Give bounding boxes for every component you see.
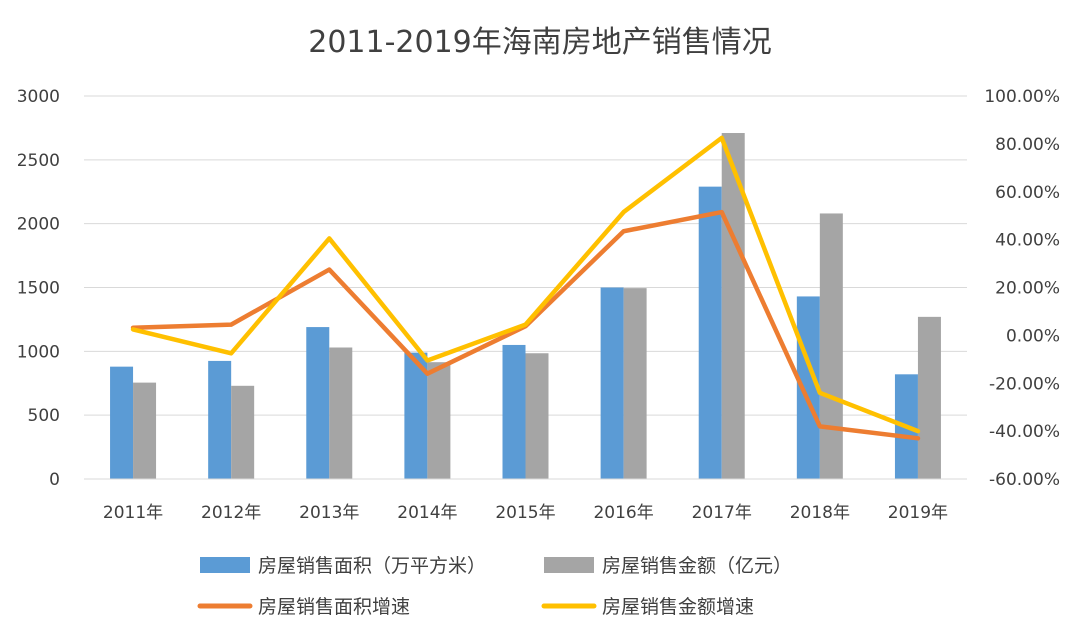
legend-swatch xyxy=(200,557,250,573)
series-lines xyxy=(130,135,921,441)
bar-amount xyxy=(231,385,255,479)
bars xyxy=(110,133,941,480)
axes: 0 500 1000 1500 2000 2500 3000 -60.00% -40.00% -2… xyxy=(17,87,1060,523)
y-right-tick-label: 80.00% xyxy=(995,135,1060,155)
bar-amount xyxy=(525,353,549,479)
chart-title: 2011-2019年海南房地产销售情况 xyxy=(308,25,772,60)
x-tick-label: 2011年 xyxy=(103,503,163,523)
y-left-tick-label: 2000 xyxy=(17,215,60,235)
bar-area xyxy=(306,327,330,479)
legend-label: 房屋销售面积（万平方米） xyxy=(258,555,486,577)
y-left-tick-label: 500 xyxy=(28,406,60,426)
x-tick-label: 2015年 xyxy=(495,503,555,523)
bar-area xyxy=(600,287,624,479)
x-tick-label: 2016年 xyxy=(593,503,653,523)
bar-amount xyxy=(427,362,451,479)
y-right-tick-label: 20.00% xyxy=(995,279,1060,299)
y-right-tick-label: -40.00% xyxy=(989,422,1060,442)
y-left-tick-label: 1000 xyxy=(17,342,60,362)
bar-amount xyxy=(819,213,843,479)
legend-label: 房屋销售金额（亿元） xyxy=(602,555,792,577)
y-right-tick-label: 40.00% xyxy=(995,231,1060,251)
x-tick-label: 2019年 xyxy=(888,503,948,523)
legend-swatch xyxy=(544,557,594,573)
x-tick-label: 2014年 xyxy=(397,503,457,523)
y-left-tick-label: 3000 xyxy=(17,87,60,107)
x-tick-label: 2012年 xyxy=(201,503,261,523)
legend-label: 房屋销售面积增速 xyxy=(258,596,410,618)
y-left-tick-label: 0 xyxy=(49,470,60,490)
bar-amount xyxy=(329,347,353,479)
y-right-tick-label: -60.00% xyxy=(989,470,1060,490)
y-right-tick-label: 0.00% xyxy=(1006,326,1060,346)
bar-area xyxy=(698,186,722,480)
y-right-tick-label: -20.00% xyxy=(989,374,1060,394)
line-amount-growth xyxy=(130,135,921,434)
bar-area xyxy=(110,366,134,479)
bar-amount xyxy=(623,288,647,479)
y-left-tick-label: 2500 xyxy=(17,151,60,171)
bar-area xyxy=(404,352,428,479)
x-tick-label: 2018年 xyxy=(790,503,850,523)
x-tick-label: 2017年 xyxy=(692,503,752,523)
bar-amount xyxy=(133,382,157,479)
bar-amount xyxy=(917,316,941,479)
y-left-tick-label: 1500 xyxy=(17,279,60,299)
y-right-tick-label: 60.00% xyxy=(995,183,1060,203)
x-tick-label: 2013年 xyxy=(299,503,359,523)
y-right-tick-label: 100.00% xyxy=(984,87,1060,107)
legend: 房屋销售面积（万平方米） 房屋销售金额（亿元） 房屋销售面积增速 房屋销售金额增速 xyxy=(197,555,792,618)
bar-area xyxy=(208,360,232,479)
bar-area xyxy=(502,344,526,479)
legend-label: 房屋销售金额增速 xyxy=(602,596,754,618)
